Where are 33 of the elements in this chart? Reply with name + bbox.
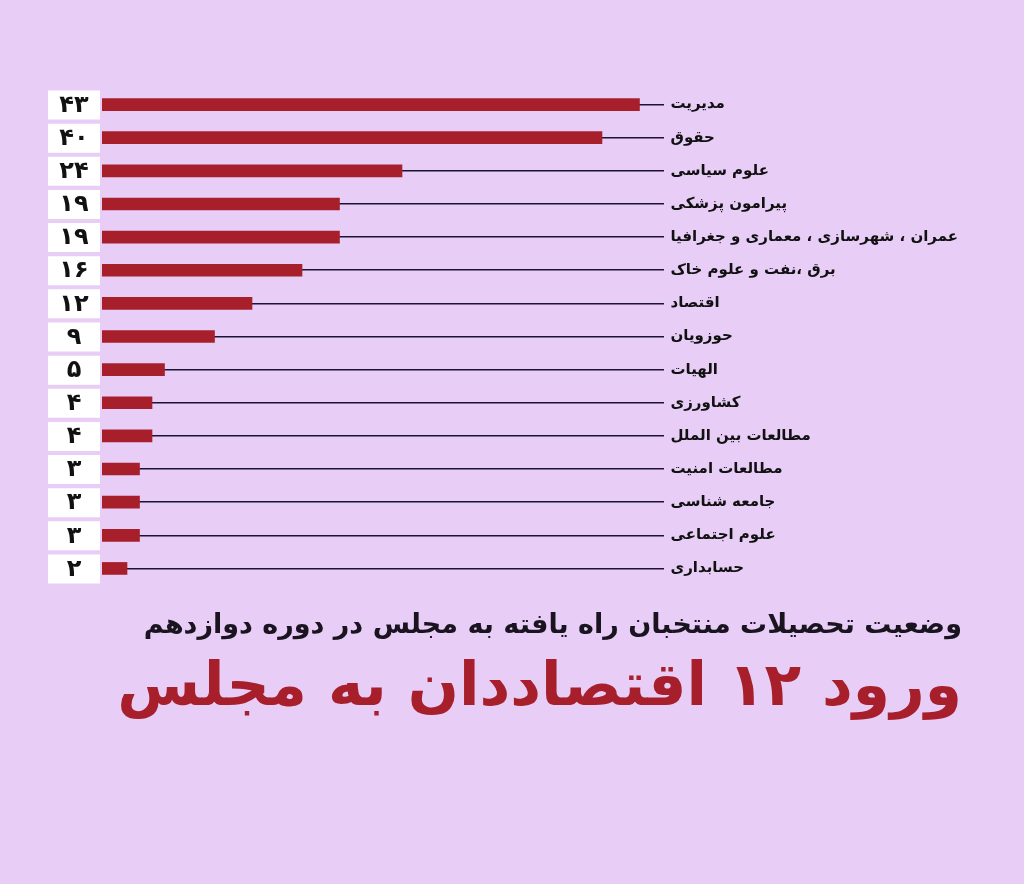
data-label: ۱۹ bbox=[59, 222, 89, 251]
y-tick-label: مطالعات بین الملل bbox=[670, 425, 811, 444]
y-tick-label: علوم سیاسی bbox=[670, 160, 769, 179]
bar bbox=[102, 562, 128, 575]
data-label: ۲۴ bbox=[59, 156, 89, 185]
data-label: ۹ bbox=[66, 321, 82, 350]
y-tick-label: مطالعات امنیت bbox=[670, 458, 783, 477]
data-label: ۴۳ bbox=[59, 89, 89, 118]
y-tick-label: عمران ، شهرسازی ، معماری و جغرافیا bbox=[670, 226, 959, 245]
y-tick-label: کشاورزی bbox=[670, 392, 741, 411]
data-label: ۳ bbox=[66, 487, 82, 516]
y-tick-label: حوزویان bbox=[670, 326, 733, 345]
data-label: ۴۰ bbox=[59, 122, 89, 151]
text: ورود ۱۲ اقتصاددان به مجلس bbox=[116, 649, 963, 719]
y-tick-label: حسابداری bbox=[670, 558, 744, 577]
data-label: ۳ bbox=[66, 520, 82, 549]
data-label: ۳ bbox=[66, 454, 82, 483]
y-tick-label: حقوق bbox=[670, 127, 715, 146]
y-tick-label: مدیریت bbox=[670, 94, 725, 113]
data-label: ۱۶ bbox=[59, 255, 89, 284]
data-label: ۴ bbox=[66, 421, 82, 450]
y-tick-label: جامعه شناسی bbox=[670, 492, 776, 511]
data-label: ۱۲ bbox=[59, 288, 89, 317]
data-label: ۴ bbox=[66, 388, 82, 416]
y-tick-label: الهیات bbox=[670, 359, 718, 378]
data-label: ۵ bbox=[66, 354, 82, 383]
y-tick-label: پیرامون پزشکی bbox=[670, 193, 788, 213]
data-label: ۱۹ bbox=[59, 189, 89, 218]
y-tick-label: علوم اجتماعی bbox=[670, 525, 776, 544]
data-label: ۲ bbox=[66, 553, 82, 582]
y-tick-label: اقتصاد bbox=[670, 293, 720, 312]
y-tick-label: برق ،نفت و علوم خاک bbox=[670, 260, 836, 279]
text: وضعیت تحصیلات منتخبان راه یافته به مجلس در دوره دوازدهم bbox=[142, 608, 963, 639]
